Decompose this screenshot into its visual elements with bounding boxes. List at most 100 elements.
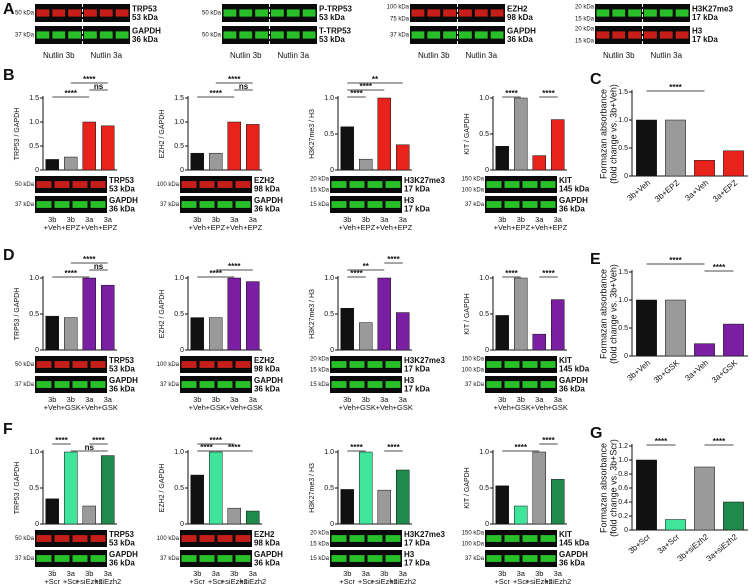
blot-band	[54, 555, 70, 562]
lane-label: Nutlin 3b	[230, 51, 262, 60]
bar	[209, 152, 223, 171]
protein-label: KIT	[559, 356, 572, 365]
category-label: 3b	[517, 215, 525, 224]
category-label: +siEzh2	[76, 577, 103, 586]
significance-label: ****	[65, 269, 78, 278]
bar	[246, 281, 260, 351]
category-label: 3a	[85, 215, 94, 224]
protein-label: H3K27me3	[404, 356, 445, 365]
y-tick-label: 0.5	[479, 131, 489, 138]
blot-background	[222, 4, 317, 22]
kda-marker: 15 kDa	[310, 368, 330, 374]
y-tick-label: 1.0	[479, 95, 489, 102]
category-label: +EPZ	[61, 223, 80, 232]
blot-background	[180, 376, 252, 393]
blot-band	[522, 361, 538, 368]
y-axis-label: EZH2 / GAPDH	[159, 464, 166, 513]
bar	[495, 485, 509, 525]
significance-label: ****	[350, 443, 363, 452]
bar	[359, 158, 373, 171]
blot-background	[35, 176, 107, 193]
category-label: 3a	[535, 395, 544, 404]
blot-background	[595, 4, 690, 22]
y-tick-label: 0	[180, 167, 184, 174]
bar	[340, 489, 354, 525]
blot-band	[235, 535, 251, 542]
bar	[359, 451, 373, 525]
protein-label: GAPDH	[132, 27, 161, 36]
blot-band	[385, 555, 401, 562]
y-tick-label: 0	[624, 173, 628, 180]
kda-marker: 100 kDa	[157, 362, 180, 368]
category-label: 3a	[104, 215, 113, 224]
bar	[377, 489, 391, 525]
category-label: 3a	[85, 395, 94, 404]
bar	[82, 277, 96, 351]
category-label: 3b+Scr	[627, 532, 653, 556]
category-label: 3b	[193, 395, 201, 404]
significance-label: ****	[92, 436, 105, 445]
blot-band	[540, 181, 556, 188]
kda-marker: 150 kDa	[462, 531, 485, 537]
kda-marker: 75 kDa	[390, 17, 410, 23]
panel-letter: A	[3, 1, 15, 18]
kda-marker: 20 kDa	[310, 531, 330, 537]
blot-band	[90, 555, 106, 562]
y-tick-label: 0.5	[29, 143, 39, 150]
category-label: +siEzh2	[544, 577, 571, 586]
y-tick-label: 0.5	[618, 145, 628, 152]
category-label: +Scr	[63, 577, 79, 586]
significance-label: ****	[505, 89, 518, 98]
blot-band	[675, 9, 689, 17]
blot-band	[474, 9, 488, 17]
category-label: 3b	[498, 395, 506, 404]
panel-letter: E	[590, 251, 601, 268]
significance-label: ****	[505, 269, 518, 278]
category-label: +EPZ	[548, 223, 567, 232]
blot-band	[286, 31, 300, 39]
category-label: 3b	[193, 215, 201, 224]
y-axis-label: H3K27me3 / H3	[309, 109, 316, 159]
blot-band	[181, 535, 197, 542]
blot-band	[235, 555, 251, 562]
y-tick-label: 0	[330, 167, 334, 174]
significance-label: **	[372, 75, 379, 84]
category-label: 3a+EPZ	[711, 178, 739, 204]
blot-band	[612, 31, 626, 39]
significance-label: ****	[713, 437, 726, 446]
blot-background	[485, 176, 557, 193]
protein-label: H3	[692, 27, 703, 36]
significance-label: ****	[669, 256, 682, 265]
category-label: 3b+GSK	[652, 358, 682, 385]
protein-label: H3K27me3	[404, 176, 445, 185]
blot-background	[35, 376, 107, 393]
category-label: 3a	[104, 395, 113, 404]
protein-size: 145 kDa	[559, 364, 590, 373]
bar	[495, 315, 509, 351]
protein-size: 17 kDa	[404, 204, 430, 213]
category-label: 3b	[48, 215, 56, 224]
y-tick-label: 1.5	[29, 95, 39, 102]
significance-label: ****	[515, 443, 528, 452]
y-tick-label: 1.5	[618, 89, 628, 96]
blot-band	[36, 9, 50, 17]
blot-background	[222, 26, 317, 44]
protein-size: 36 kDa	[109, 558, 135, 567]
blot-band	[612, 9, 626, 17]
significance-label: ****	[200, 443, 213, 452]
significance-label: ****	[228, 75, 241, 84]
protein-label: GAPDH	[559, 376, 588, 385]
blot-band	[540, 361, 556, 368]
blot-background	[330, 356, 402, 373]
protein-size: 36 kDa	[507, 35, 533, 44]
category-label: 3a	[67, 569, 76, 578]
kda-marker: 37 kDa	[465, 556, 485, 562]
lane-label: Nutlin 3a	[90, 51, 122, 60]
bar	[665, 519, 686, 531]
y-axis-label: EZH2 / GAPDH	[159, 290, 166, 339]
blot-band	[217, 555, 233, 562]
blot-band	[427, 9, 441, 17]
bar	[190, 152, 204, 171]
y-tick-label: 0.6	[618, 485, 628, 492]
blot-band	[596, 31, 610, 39]
